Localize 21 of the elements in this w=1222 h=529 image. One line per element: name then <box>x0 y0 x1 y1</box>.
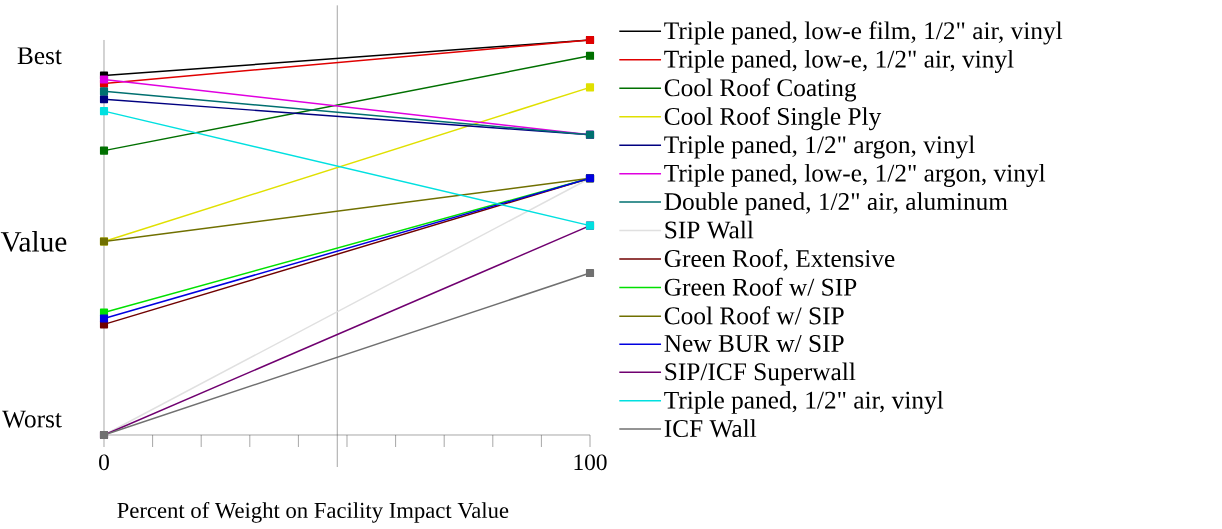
legend-label: Triple paned, 1/2" air, vinyl <box>664 390 944 414</box>
legend-label: Double paned, 1/2" air, aluminum <box>664 192 1008 216</box>
y-axis-title: Value <box>0 231 67 252</box>
legend-label: New BUR w/ SIP <box>664 334 844 352</box>
legend-label: Triple paned, low-e film, 1/2" air, vinyl <box>664 21 1063 45</box>
x-tick-label: 0 <box>99 454 109 471</box>
legend-label: Cool Roof Single Ply <box>664 106 882 131</box>
text: Best <box>17 47 62 65</box>
legend-label: Green Roof w/ SIP <box>664 277 857 296</box>
legend-label: Cool Roof w/ SIP <box>664 306 844 325</box>
legend-label: Triple paned, 1/2" argon, vinyl <box>664 135 975 159</box>
legend-label: SIP Wall <box>665 220 754 239</box>
text: Worst <box>2 410 62 428</box>
legend-label: Triple paned, low-e, 1/2" air, vinyl <box>664 49 1014 73</box>
legend-label: Cool Roof Coating <box>664 78 857 102</box>
legend-label: Green Roof, Extensive <box>664 249 895 271</box>
legend-label: SIP/ICF Superwall <box>665 362 856 386</box>
x-tick-label: 100 <box>574 454 607 471</box>
legend-label: Triple paned, low-e, 1/2" argon, vinyl <box>664 163 1046 187</box>
x-axis-title: Percent of Weight on Facility Impact Value <box>117 501 509 523</box>
legend-label: ICF Wall <box>664 419 757 438</box>
